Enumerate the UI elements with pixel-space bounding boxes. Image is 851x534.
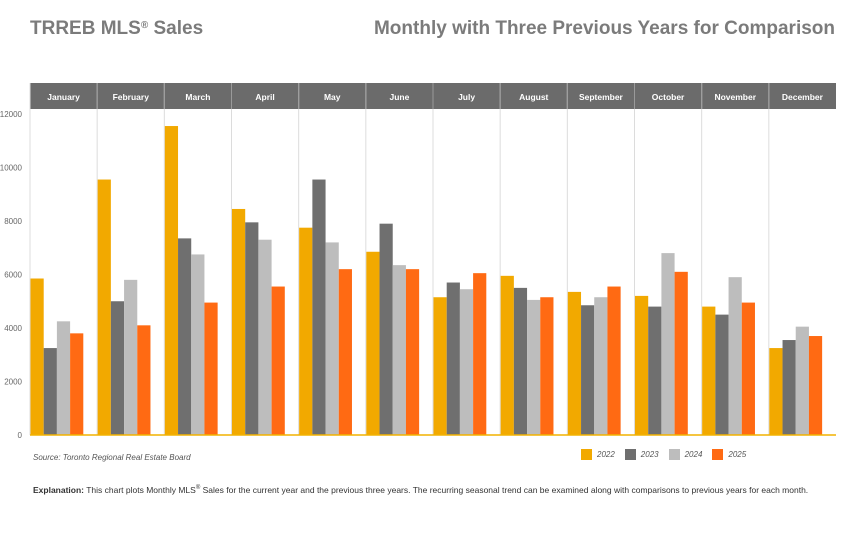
bar-2022-july xyxy=(433,297,447,435)
bar-2022-october xyxy=(635,295,649,435)
title-main: TRREB MLS xyxy=(30,18,141,39)
bar-2023-february xyxy=(110,301,125,435)
bar-2024-march xyxy=(191,254,205,435)
bar-2022-march xyxy=(164,126,179,435)
chart-legend: 2022 2023 2024 2025 xyxy=(581,449,756,460)
title-rest: Sales xyxy=(148,18,204,39)
bar-2025-january xyxy=(70,333,84,435)
bar-2023-april xyxy=(245,222,259,435)
month-label: July xyxy=(458,92,475,102)
y-tick-label: 0 xyxy=(18,431,23,440)
bar-2022-january xyxy=(30,278,44,435)
page-subtitle: Monthly with Three Previous Years for Co… xyxy=(373,18,835,39)
month-label: February xyxy=(113,92,150,102)
month-label: June xyxy=(389,92,409,102)
legend-swatch-2022 xyxy=(581,449,592,460)
page-title: TRREB MLS® Sales xyxy=(30,18,203,40)
legend-label-2023: 2023 xyxy=(640,450,659,459)
bar-2024-september xyxy=(594,297,608,435)
bar-2023-october xyxy=(648,306,662,435)
bar-2025-april xyxy=(271,286,285,435)
month-label: May xyxy=(324,92,341,102)
bar-2022-september xyxy=(567,291,582,435)
legend-label-2025: 2025 xyxy=(728,450,747,459)
bar-2025-october xyxy=(674,271,688,435)
bar-2023-august xyxy=(513,287,528,435)
explanation-reg: ® xyxy=(195,485,201,491)
bar-2024-november xyxy=(728,277,742,435)
bar-2023-december xyxy=(782,340,796,435)
bar-2022-august xyxy=(500,275,514,435)
bar-2022-june xyxy=(366,251,380,435)
bar-2025-february xyxy=(137,325,151,435)
explanation-part-b: Sales for the current year and the previ… xyxy=(200,484,809,495)
bar-2025-july xyxy=(473,273,487,435)
month-label: October xyxy=(652,92,685,102)
explanation-label: Explanation: xyxy=(33,484,85,495)
bar-2025-november xyxy=(741,302,755,435)
registered-mark: ® xyxy=(140,20,149,31)
y-tick-label: 2000 xyxy=(4,378,22,387)
explanation-text: Explanation: This chart plots Monthly ML… xyxy=(33,483,833,496)
bar-2024-may xyxy=(325,242,339,435)
bar-2023-september xyxy=(581,305,595,435)
bar-2023-may xyxy=(312,179,326,435)
y-tick-label: 12000 xyxy=(0,110,23,119)
month-label: November xyxy=(714,92,756,102)
bar-2025-june xyxy=(405,269,420,435)
bar-2024-january xyxy=(56,321,71,435)
source-note: Source: Toronto Regional Real Estate Boa… xyxy=(33,453,191,462)
bar-2022-november xyxy=(702,306,716,435)
bar-2025-may xyxy=(338,269,352,435)
bar-2024-august xyxy=(527,299,541,435)
bar-2022-may xyxy=(299,227,313,435)
y-tick-label: 6000 xyxy=(4,271,22,280)
bar-2023-november xyxy=(715,314,729,435)
y-tick-label: 10000 xyxy=(0,164,23,173)
month-label: August xyxy=(519,92,548,102)
y-tick-label: 8000 xyxy=(4,217,22,226)
bar-2023-july xyxy=(446,282,460,435)
bar-2023-january xyxy=(43,348,57,435)
legend-swatch-2023 xyxy=(624,449,636,460)
bar-2024-june xyxy=(392,265,406,435)
y-tick-label: 4000 xyxy=(4,324,22,333)
bar-2022-december xyxy=(769,348,783,435)
month-label: January xyxy=(47,92,80,102)
bar-2022-april xyxy=(232,208,246,435)
month-label: March xyxy=(185,92,210,102)
bar-2024-december xyxy=(795,326,809,435)
bar-2022-february xyxy=(97,179,111,435)
legend-label-2024: 2024 xyxy=(684,450,703,459)
bar-2025-september xyxy=(607,286,621,435)
bar-2024-april xyxy=(258,239,272,435)
month-label: September xyxy=(579,92,624,102)
bar-2025-august xyxy=(540,297,554,435)
sales-bar-chart: 0 2000 4000 6000 8000 10000 12000 January Februa… xyxy=(0,83,836,440)
month-label: April xyxy=(255,92,274,102)
explanation-part-a: This chart plots Monthly MLS xyxy=(84,484,196,495)
legend-label-2022: 2022 xyxy=(597,450,615,459)
bar-2024-july xyxy=(459,289,474,435)
legend-item-2023: 2023 xyxy=(624,449,659,460)
legend-item-2022: 2022 xyxy=(581,449,615,460)
bar-2023-march xyxy=(178,238,192,435)
legend-swatch-2025 xyxy=(712,449,724,460)
month-label: December xyxy=(782,92,824,102)
legend-swatch-2024 xyxy=(668,449,680,460)
legend-item-2025: 2025 xyxy=(712,449,746,460)
legend-item-2024: 2024 xyxy=(668,449,703,460)
bar-2024-october xyxy=(661,253,675,435)
bar-2024-february xyxy=(124,279,138,435)
bar-2025-december xyxy=(808,336,823,435)
bar-2025-march xyxy=(204,302,218,435)
bar-2023-june xyxy=(379,223,393,435)
